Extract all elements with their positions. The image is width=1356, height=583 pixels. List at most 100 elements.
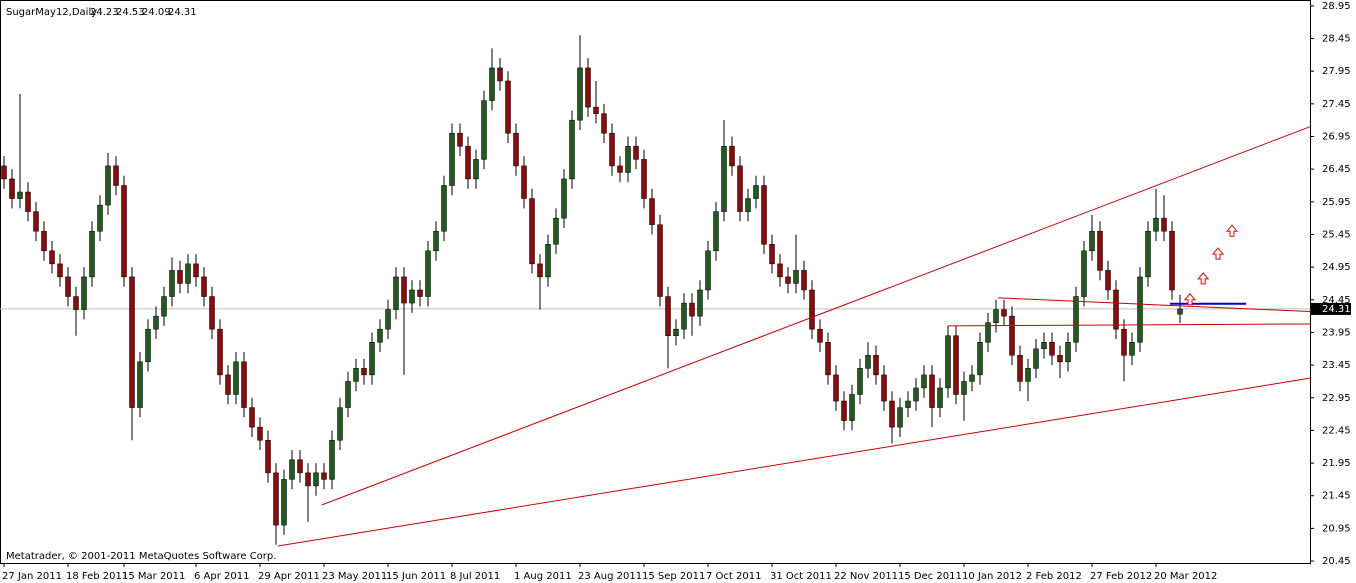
candle-body <box>537 263 543 278</box>
candle-body <box>89 230 95 278</box>
candle-body <box>873 355 879 376</box>
candle-body <box>1033 348 1039 369</box>
candle-body <box>921 374 927 389</box>
candle-body <box>849 394 855 421</box>
candle-body <box>153 315 159 330</box>
y-tick-label: 26.95 <box>1322 132 1351 143</box>
candle-body <box>889 400 895 428</box>
x-tick-label: 15 Mar 2011 <box>122 571 185 582</box>
candle-body <box>585 67 591 108</box>
candle-body <box>249 407 255 428</box>
candle-body <box>793 270 799 284</box>
candle-body <box>1145 230 1151 278</box>
candle-body <box>169 270 175 297</box>
up-arrow <box>1225 224 1239 237</box>
x-tick-label: 15 Sep 2011 <box>642 571 705 582</box>
candle-body <box>105 165 111 206</box>
candle-body <box>321 472 327 480</box>
candle-body <box>265 439 271 474</box>
candle-body <box>281 479 287 526</box>
candle-body <box>441 185 447 232</box>
candle-body <box>1153 217 1159 232</box>
candle-body <box>113 165 119 186</box>
candle-body <box>665 296 671 336</box>
candle-body <box>1 165 7 180</box>
candle-body <box>913 387 919 402</box>
candle-body <box>897 407 903 428</box>
candle-body <box>601 113 607 134</box>
candle-body <box>1041 341 1047 350</box>
candle-body <box>521 165 527 199</box>
candle-body <box>953 335 959 395</box>
candle-body <box>297 459 303 474</box>
candle-body <box>1025 368 1031 382</box>
candle-body <box>1129 341 1135 356</box>
y-tick-label: 23.95 <box>1322 327 1351 338</box>
candle-body <box>753 185 759 199</box>
candle-body <box>969 374 975 382</box>
candle-body <box>545 244 551 278</box>
candle-body <box>1009 315 1015 356</box>
y-tick-label: 27.95 <box>1322 66 1351 77</box>
open-label: 24.23 <box>90 7 119 18</box>
candle-body <box>17 191 23 199</box>
candle-body <box>937 387 943 408</box>
candle-body <box>353 368 359 382</box>
candle-body <box>185 263 191 284</box>
y-tick-label: 26.45 <box>1322 164 1351 175</box>
trend-line <box>947 323 1311 327</box>
candle-body <box>1161 217 1167 232</box>
candle-body <box>657 224 663 297</box>
candle-body <box>1105 270 1111 291</box>
candle-body <box>401 276 407 304</box>
high-label: 24.53 <box>116 7 145 18</box>
candle-body <box>505 80 511 134</box>
candle-body <box>449 132 455 186</box>
candle-body <box>257 426 263 441</box>
candle-body <box>553 217 559 245</box>
candle-body <box>233 361 239 395</box>
candle-body <box>417 289 423 297</box>
x-tick-label: 18 Feb 2011 <box>66 571 128 582</box>
candle-body <box>1137 276 1143 343</box>
candle-body <box>649 198 655 225</box>
x-tick-label: 23 Aug 2011 <box>578 571 642 582</box>
candle-body <box>985 322 991 343</box>
candle-body <box>489 67 495 101</box>
candle-body <box>513 132 519 167</box>
y-tick-label: 28.95 <box>1322 1 1351 12</box>
candle-body <box>729 146 735 167</box>
candle-body <box>97 204 103 232</box>
candle-body <box>905 400 911 408</box>
candle-body <box>457 132 463 147</box>
candle-body <box>809 289 815 330</box>
candle-body <box>785 276 791 284</box>
candle-body <box>1113 289 1119 330</box>
candle-body <box>49 250 55 265</box>
y-tick-label: 27.45 <box>1322 99 1351 110</box>
candle-body <box>1057 355 1063 363</box>
candle-body <box>409 289 415 304</box>
candle-body <box>41 230 47 252</box>
up-arrow <box>1183 293 1197 306</box>
x-tick-label: 27 Feb 2012 <box>1090 571 1152 582</box>
x-tick-label: 22 Nov 2011 <box>834 571 898 582</box>
plot-area <box>0 35 1311 547</box>
candle-body <box>865 355 871 369</box>
y-tick-label: 21.95 <box>1322 458 1351 469</box>
x-tick-label: 7 Oct 2011 <box>706 571 761 582</box>
candle-body <box>273 472 279 526</box>
x-tick-label: 2 Feb 2012 <box>1026 571 1082 582</box>
price-box-label: 24.31 <box>1322 304 1351 315</box>
candle-body <box>1049 341 1055 356</box>
candle-body <box>961 381 967 395</box>
trend-line <box>277 377 1311 547</box>
x-tick-label: 1 Aug 2011 <box>514 571 572 582</box>
candle-body <box>697 289 703 317</box>
trend-line <box>997 297 1311 313</box>
y-tick-label: 22.45 <box>1322 425 1351 436</box>
y-tick-label: 25.95 <box>1322 197 1351 208</box>
candle-body <box>929 374 935 408</box>
candle-body <box>577 67 583 121</box>
